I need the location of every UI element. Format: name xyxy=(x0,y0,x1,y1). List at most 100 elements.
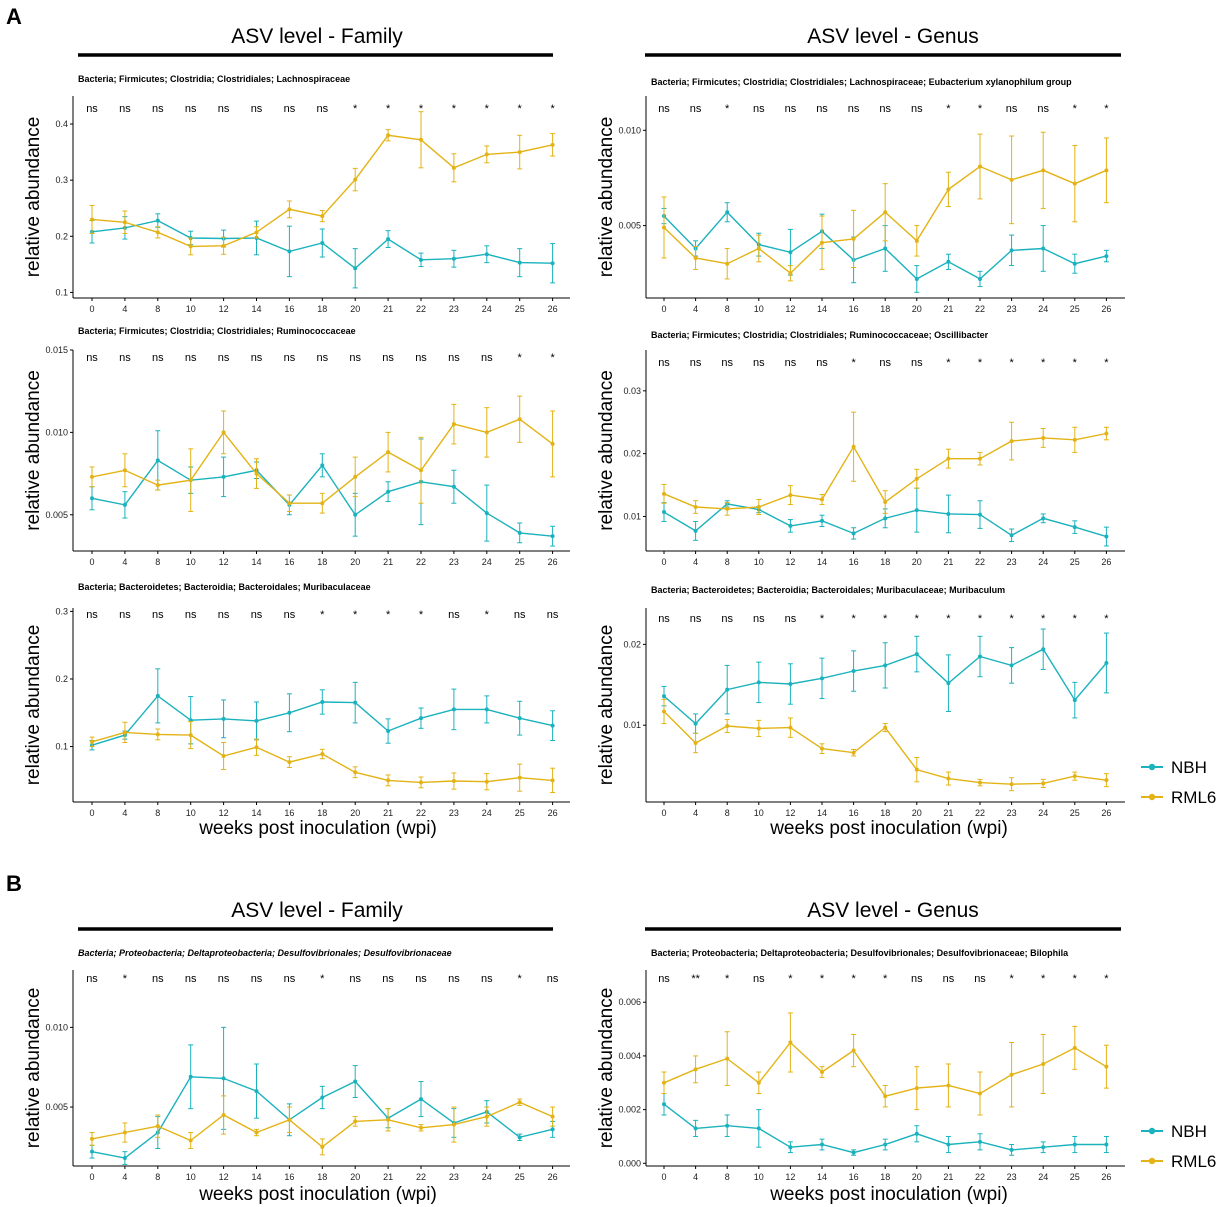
legend-item-nbh: NBH xyxy=(1141,758,1207,777)
x-tick-label: 24 xyxy=(1038,304,1048,314)
series-nbh xyxy=(661,1093,1109,1156)
data-point xyxy=(550,1114,555,1119)
data-point xyxy=(484,511,489,516)
x-tick-label: 21 xyxy=(943,557,953,567)
data-point xyxy=(188,1138,193,1143)
x-tick-label: 10 xyxy=(186,1172,196,1182)
y-axis-label: relative abundance xyxy=(596,625,617,786)
data-point xyxy=(788,271,793,276)
data-point xyxy=(1009,782,1014,787)
significance-label: ns xyxy=(753,613,765,625)
y-tick-label: 0.02 xyxy=(623,449,641,459)
y-tick-label: 0.004 xyxy=(618,1051,641,1061)
data-point xyxy=(788,1145,793,1150)
data-point xyxy=(820,1142,824,1147)
x-tick-label: 21 xyxy=(383,1172,393,1182)
x-tick-label: 10 xyxy=(186,304,196,314)
x-tick-label: 25 xyxy=(1070,557,1080,567)
data-point xyxy=(1009,177,1014,182)
x-tick-label: 12 xyxy=(785,304,795,314)
significance-label: ns xyxy=(911,973,923,985)
x-tick-label: 20 xyxy=(350,304,360,314)
data-point xyxy=(517,260,522,265)
x-tick-label: 0 xyxy=(89,304,94,314)
y-tick-label: 0.005 xyxy=(45,510,68,520)
significance-label: ns xyxy=(316,352,328,364)
data-point xyxy=(662,510,666,515)
x-tick-label: 18 xyxy=(880,808,890,818)
significance-label: * xyxy=(820,973,825,985)
data-point xyxy=(221,754,226,759)
x-axis-label-a-left: weeks post inoculation (wpi) xyxy=(198,818,437,839)
y-tick-label: 0.010 xyxy=(45,1022,68,1032)
data-point xyxy=(221,1076,226,1081)
data-point xyxy=(254,745,259,750)
data-point xyxy=(353,1119,358,1124)
data-point xyxy=(188,1074,193,1079)
data-point xyxy=(946,776,951,781)
chart-title: Bacteria; Firmicutes; Clostridia; Clostr… xyxy=(78,74,350,84)
x-tick-label: 25 xyxy=(515,557,525,567)
x-axis-label-b-right: weeks post inoculation (wpi) xyxy=(769,1184,1008,1205)
x-tick-label: 10 xyxy=(186,557,196,567)
significance-label: ns xyxy=(816,357,828,369)
x-tick-label: 12 xyxy=(219,1172,229,1182)
data-point xyxy=(451,256,456,261)
x-tick-label: 16 xyxy=(849,304,859,314)
data-point xyxy=(1104,660,1109,665)
x-tick-label: 8 xyxy=(725,304,730,314)
x-tick-label: 24 xyxy=(482,304,492,314)
x-tick-label: 14 xyxy=(817,304,827,314)
x-tick-label: 23 xyxy=(449,304,459,314)
data-point xyxy=(725,506,730,511)
significance-label: * xyxy=(123,973,128,985)
data-point xyxy=(155,230,160,235)
data-point xyxy=(725,261,730,266)
data-point xyxy=(254,230,259,235)
x-tick-label: 0 xyxy=(661,1172,666,1182)
x-tick-label: 8 xyxy=(155,557,160,567)
significance-label: ns xyxy=(185,103,197,115)
data-point xyxy=(550,261,555,266)
legend-b: NBH RML6 xyxy=(1141,1122,1216,1171)
x-tick-label: 10 xyxy=(754,304,764,314)
x-tick-label: 0 xyxy=(661,304,666,314)
significance-label: ns xyxy=(785,613,797,625)
data-point xyxy=(1072,698,1077,703)
data-point xyxy=(1009,439,1014,444)
y-tick-label: 0.4 xyxy=(55,119,68,129)
data-point xyxy=(550,534,555,539)
data-point xyxy=(662,225,666,230)
x-tick-label: 21 xyxy=(943,808,953,818)
data-point xyxy=(946,456,951,461)
data-point xyxy=(914,1086,919,1091)
data-point xyxy=(788,493,793,498)
x-tick-label: 12 xyxy=(785,1172,795,1182)
data-point xyxy=(122,1156,127,1161)
x-tick-label: 12 xyxy=(785,557,795,567)
panel-letter-b: B xyxy=(6,871,22,896)
data-point xyxy=(851,236,856,241)
x-tick-label: 18 xyxy=(880,1172,890,1182)
significance-label: ns xyxy=(658,973,670,985)
significance-label: ns xyxy=(481,352,493,364)
chart-eubacterium-xylanophilum-group: Bacteria; Firmicutes; Clostridia; Clostr… xyxy=(596,77,1125,314)
significance-label: ns xyxy=(218,609,230,621)
y-tick-label: 0.2 xyxy=(55,674,68,684)
significance-label: ns xyxy=(753,973,765,985)
significance-label: * xyxy=(725,973,730,985)
legend-item-nbh: NBH xyxy=(1141,1122,1207,1141)
data-point xyxy=(914,652,919,657)
data-point xyxy=(883,500,888,505)
significance-label: ns xyxy=(785,357,797,369)
data-point xyxy=(788,681,793,686)
data-point xyxy=(287,760,292,765)
data-point xyxy=(517,775,522,780)
x-tick-label: 4 xyxy=(693,557,698,567)
data-point xyxy=(883,725,888,730)
data-point xyxy=(353,770,358,775)
data-point xyxy=(484,430,489,435)
data-point xyxy=(1104,431,1109,436)
data-point xyxy=(451,1122,456,1127)
